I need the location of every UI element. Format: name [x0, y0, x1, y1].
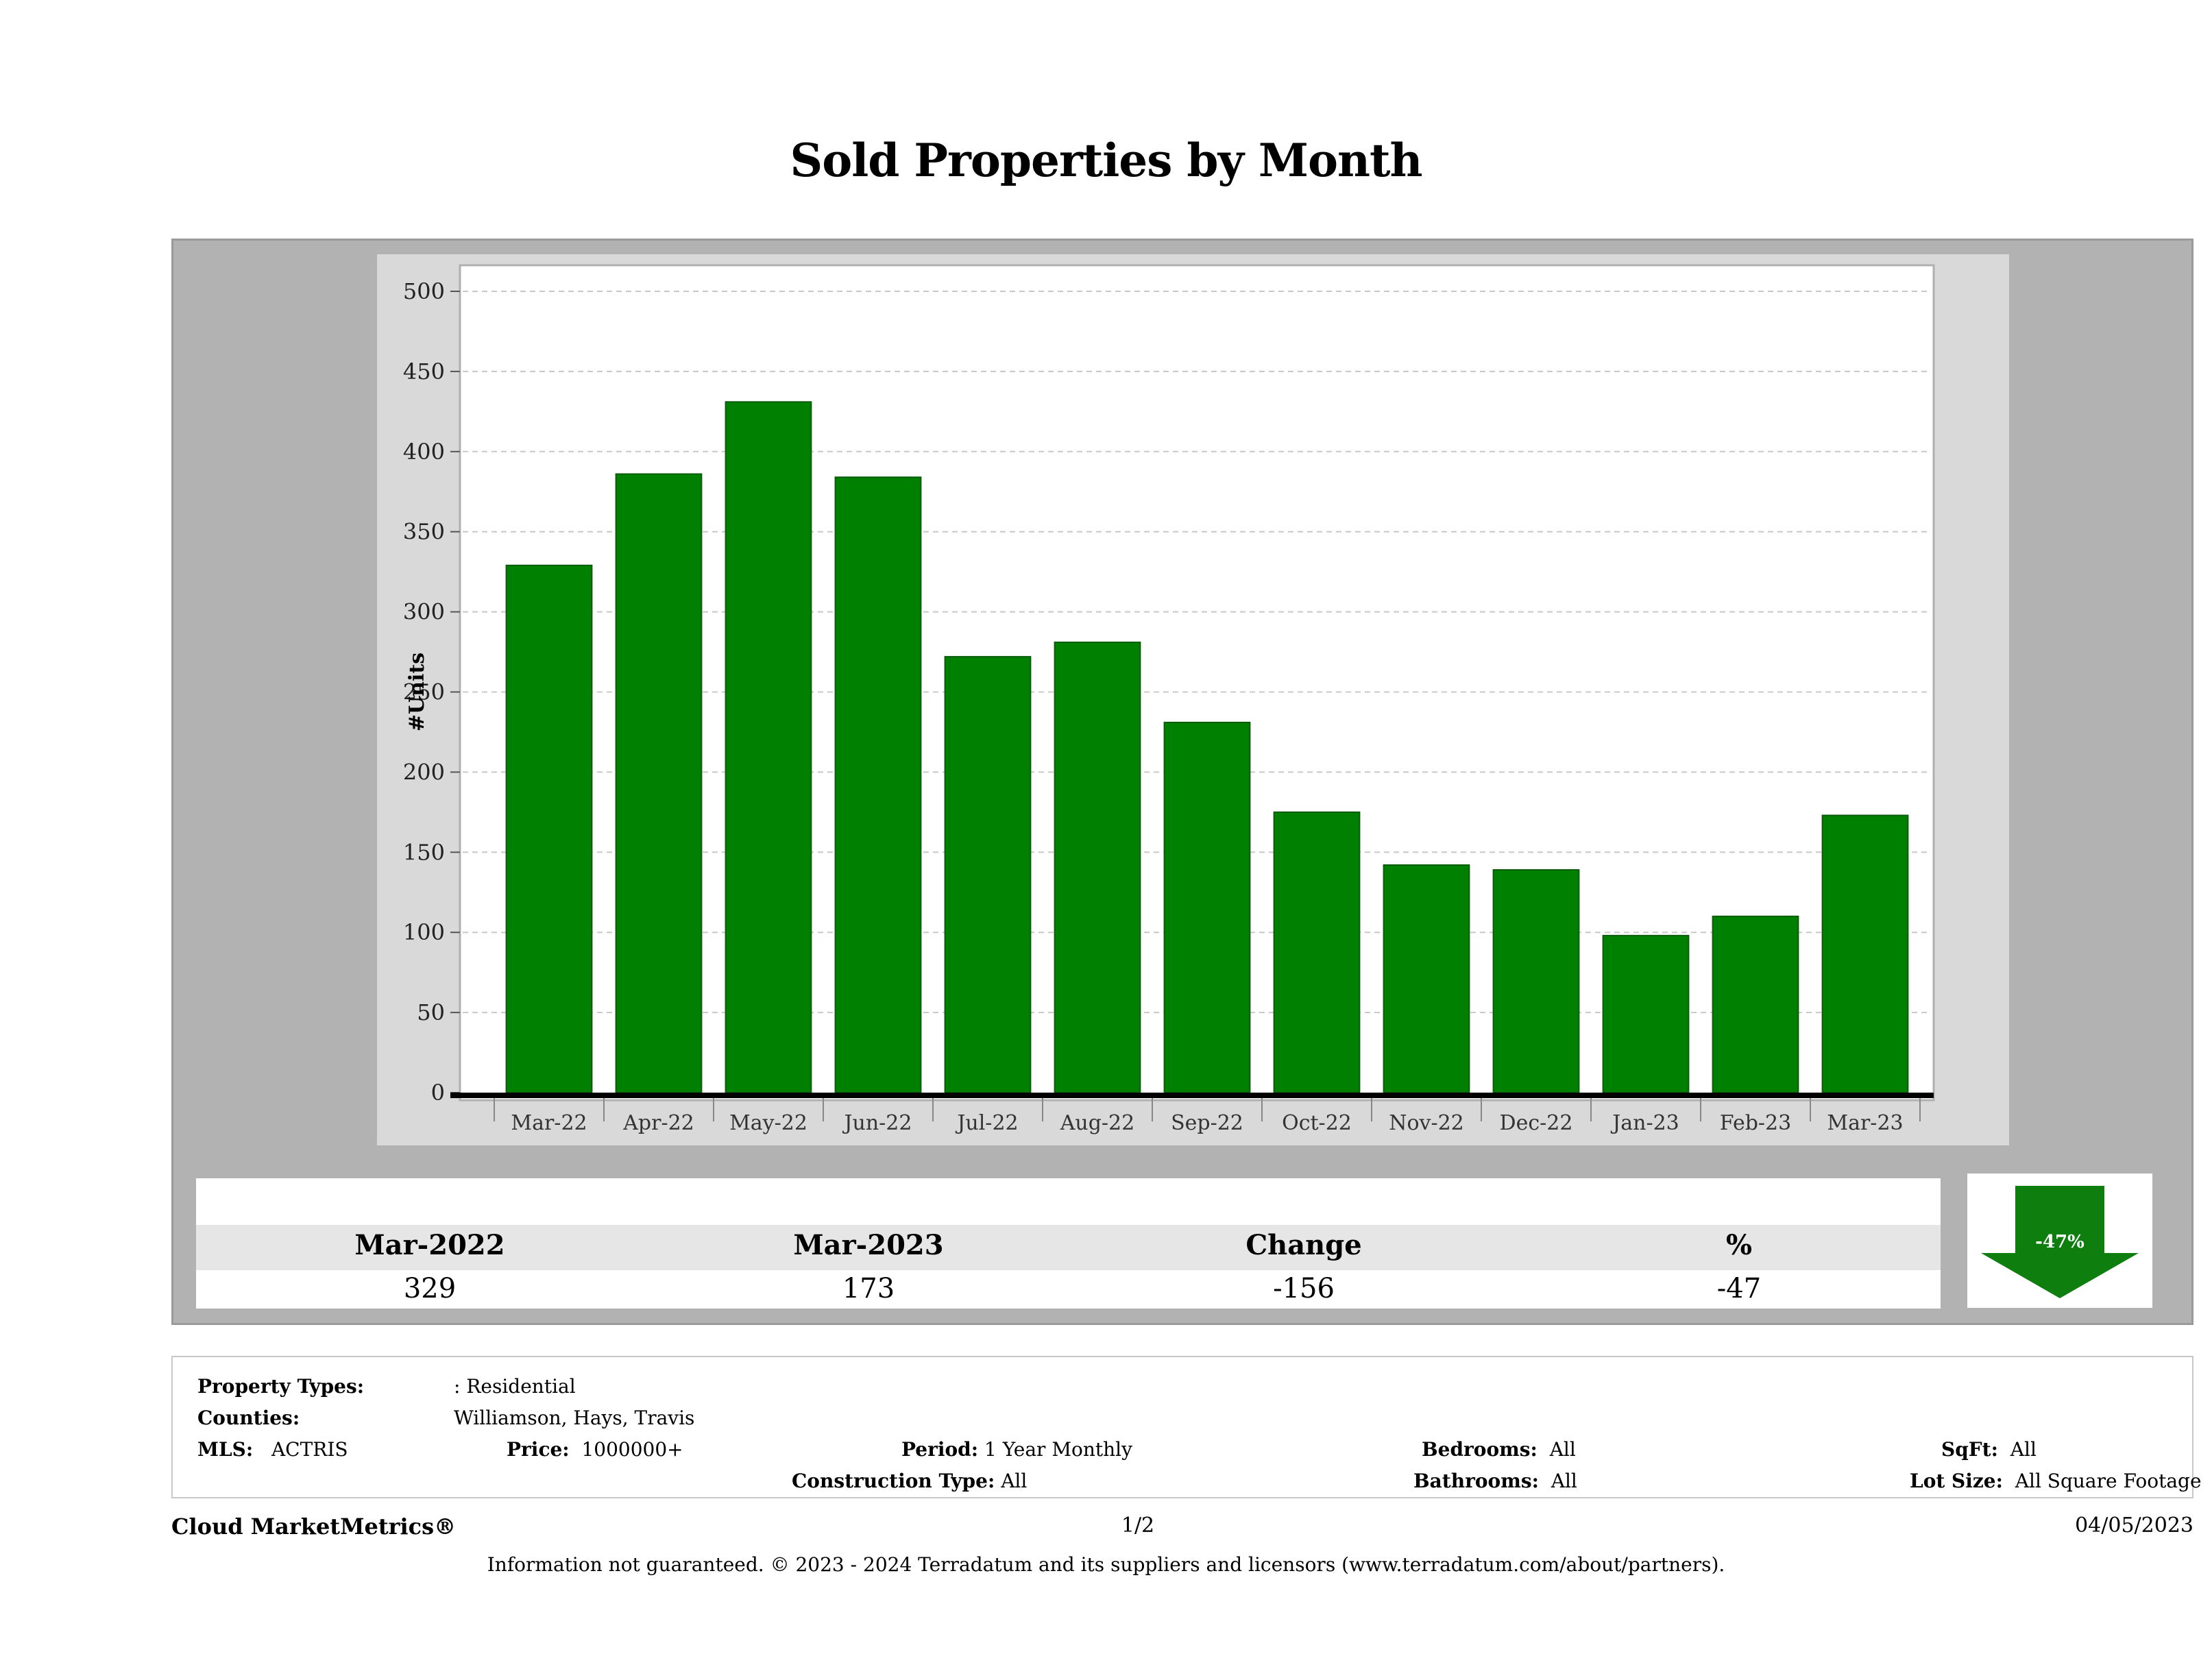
x-tick-label: Jun-22: [842, 1111, 912, 1135]
page-number: 1/2: [1121, 1513, 1155, 1537]
summary-header-percent: %: [1725, 1229, 1752, 1261]
bar: [1492, 869, 1580, 1093]
x-tick-label: Sep-22: [1171, 1111, 1243, 1135]
bar: [1163, 721, 1251, 1093]
y-tick-label: 350: [403, 519, 445, 545]
bar: [1602, 934, 1690, 1093]
x-tick-label: Apr-22: [622, 1111, 694, 1135]
summary-blank-row: [196, 1178, 1941, 1225]
bar: [1712, 915, 1799, 1093]
x-tick-label: Feb-23: [1720, 1111, 1791, 1135]
summary-header-strip: [196, 1225, 1941, 1270]
y-axis-label: #Units: [405, 653, 429, 731]
bedrooms-value: All: [1549, 1438, 1576, 1461]
change-badge: -47%: [1967, 1174, 2152, 1308]
summary-header-row: Mar-2022 Mar-2023 Change %: [193, 1224, 1938, 1272]
x-tick-label: Mar-23: [1827, 1111, 1903, 1135]
change-badge-text: -47%: [2035, 1232, 2085, 1252]
y-tick-label: 450: [403, 358, 445, 385]
y-tick-label: 200: [403, 759, 445, 785]
mls-label: MLS:: [197, 1438, 254, 1461]
summary-value-percent: -47: [1716, 1273, 1762, 1304]
down-arrow-icon: -47%: [1981, 1186, 2139, 1298]
x-tick-label: Nov-22: [1389, 1111, 1464, 1135]
sqft-value: All: [2010, 1438, 2037, 1461]
summary-header-start: Mar-2022: [354, 1229, 505, 1261]
bathrooms-value: All: [1551, 1470, 1577, 1492]
chart-panel: 0 50 100 150 200 250 300 350 400 450 500 #Units Mar-…: [171, 239, 2193, 1325]
property-types-value: : Residential: [454, 1375, 576, 1398]
bathrooms-label: Bathrooms:: [1413, 1470, 1539, 1492]
x-tick-label: Jan-23: [1610, 1111, 1679, 1135]
lot-size-value: All Square Footage: [2015, 1470, 2202, 1492]
price-value: 1000000+: [581, 1438, 683, 1461]
construction-type-label: Construction Type:: [792, 1470, 995, 1492]
construction-type-value: All: [1001, 1470, 1028, 1492]
sqft-label: SqFt:: [1941, 1438, 1998, 1461]
bar: [1054, 642, 1141, 1093]
bar: [1383, 864, 1470, 1094]
bar-chart: 0 50 100 150 200 250 300 350 400 450 500 #Units Mar-…: [196, 254, 2009, 1309]
x-tick-label: Jul-22: [955, 1111, 1018, 1135]
report-date: 04/05/2023: [2075, 1513, 2193, 1537]
counties-label: Counties:: [197, 1407, 300, 1429]
summary-value-end: 173: [842, 1273, 895, 1304]
summary-value-row: 329 173 -156 -47: [193, 1269, 1938, 1310]
footer-brand: Cloud MarketMetrics®: [171, 1513, 457, 1540]
summary-value-change: -156: [1273, 1273, 1335, 1304]
y-tick-label: 100: [403, 919, 445, 945]
summary-value-start: 329: [403, 1273, 457, 1304]
y-tick-label: 0: [431, 1080, 445, 1106]
y-tick-label: 250: [403, 679, 445, 705]
filter-panel: Property Types: : Residential Counties: …: [171, 1356, 2202, 1498]
lot-size-label: Lot Size:: [1910, 1470, 2003, 1492]
summary-header-end: Mar-2023: [793, 1229, 944, 1261]
price-label: Price:: [507, 1438, 570, 1461]
y-tick-label: 300: [403, 599, 445, 625]
property-types-label: Property Types:: [197, 1375, 365, 1398]
x-tick-label: May-22: [729, 1111, 807, 1135]
bar: [944, 656, 1032, 1093]
bar: [1273, 811, 1361, 1093]
y-tick-label: 400: [403, 439, 445, 465]
bedrooms-label: Bedrooms:: [1422, 1438, 1538, 1461]
counties-value: Williamson, Hays, Travis: [454, 1407, 695, 1429]
bar: [615, 473, 703, 1094]
x-tick-label: Mar-22: [511, 1111, 587, 1135]
bar: [834, 476, 922, 1093]
x-tick-label: Dec-22: [1500, 1111, 1573, 1135]
x-tick-label: Aug-22: [1060, 1111, 1135, 1135]
y-tick-label: 50: [417, 999, 445, 1025]
period-value: 1 Year Monthly: [984, 1438, 1132, 1461]
bar: [1821, 814, 1909, 1093]
disclaimer: Information not guaranteed. © 2023 - 202…: [487, 1553, 1725, 1576]
summary-value-strip: [196, 1270, 1941, 1309]
period-label: Period:: [901, 1438, 979, 1461]
summary-header-change: Change: [1245, 1229, 1362, 1261]
x-tick-label: Oct-22: [1282, 1111, 1352, 1135]
bar: [505, 564, 593, 1094]
bar: [725, 401, 812, 1093]
y-tick-label: 500: [403, 278, 445, 304]
page-title: Sold Properties by Month: [790, 134, 1423, 187]
mls-value: ACTRIS: [271, 1438, 348, 1461]
y-tick-label: 150: [403, 839, 445, 865]
